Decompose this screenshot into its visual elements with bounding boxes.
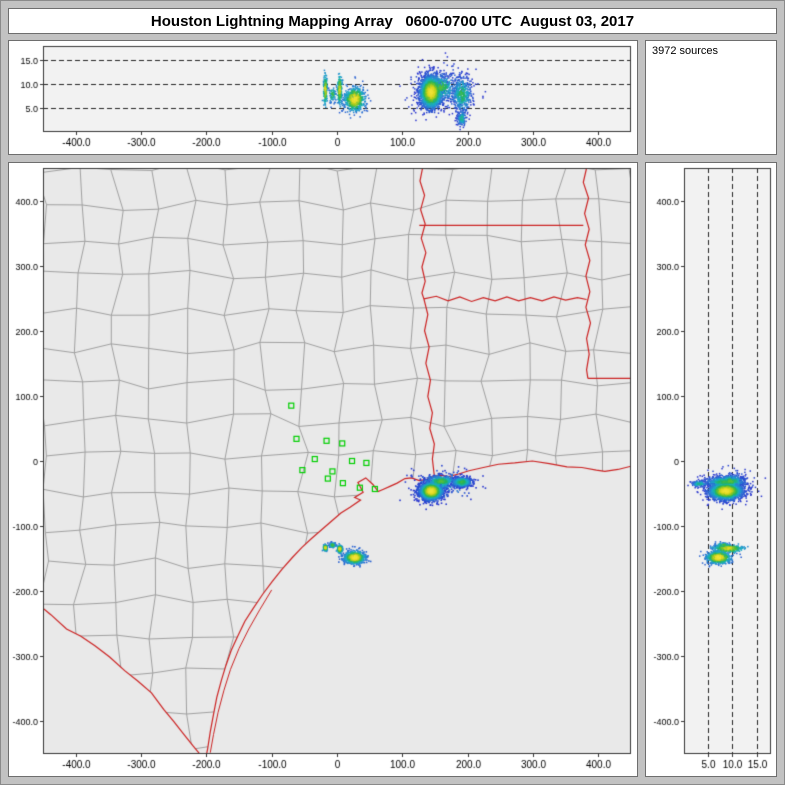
plan-view-map-panel <box>8 162 638 777</box>
altitude-vs-north-south-plot[interactable] <box>646 163 776 776</box>
altitude-vs-north-south-panel <box>645 162 777 777</box>
sources-count-label: 3972 sources <box>652 45 719 57</box>
plan-view-map-plot[interactable] <box>9 163 637 776</box>
altitude-vs-east-west-panel <box>8 40 638 155</box>
altitude-vs-east-west-plot[interactable] <box>9 41 637 154</box>
sources-count-panel: 3972 sources <box>645 40 777 155</box>
page-title: Houston Lightning Mapping Array 0600-070… <box>150 12 635 30</box>
title-bar: Houston Lightning Mapping Array 0600-070… <box>8 8 777 34</box>
plot-grid: 3972 sources <box>8 40 777 777</box>
